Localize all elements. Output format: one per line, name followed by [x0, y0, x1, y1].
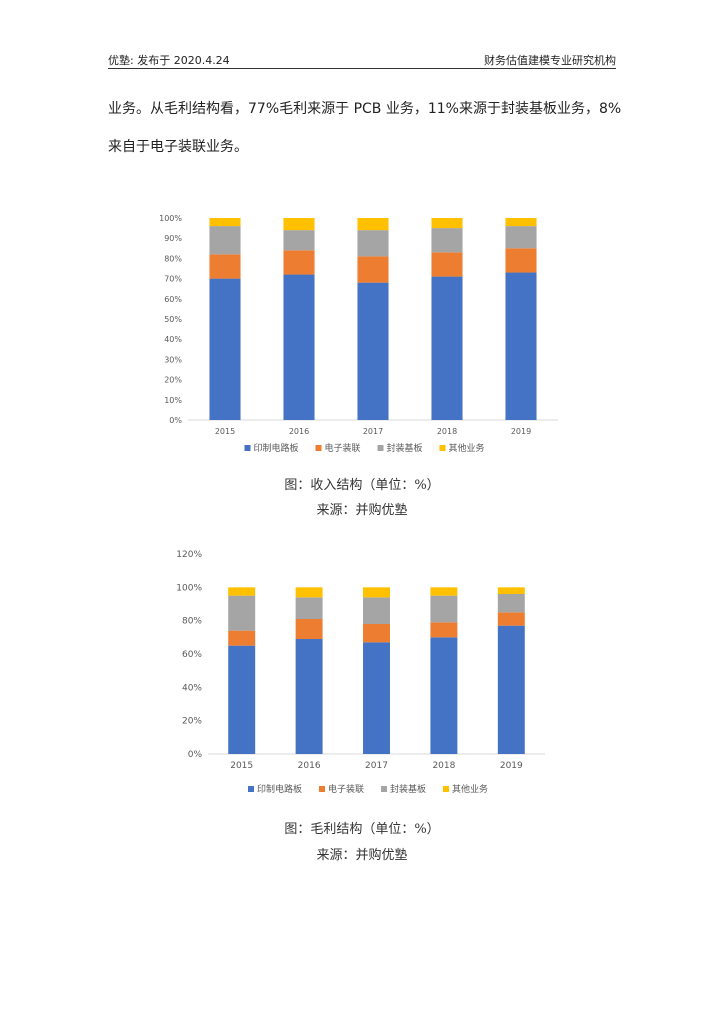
legend-label: 封装基板: [390, 783, 426, 795]
y-tick-label: 120%: [176, 550, 202, 560]
x-tick-label: 2016: [289, 427, 309, 436]
legend-swatch: [315, 445, 322, 451]
chart1-caption-source: 来源：并购优塾: [316, 503, 408, 518]
y-tick-label: 20%: [182, 717, 202, 727]
bar-segment: [430, 587, 458, 596]
legend-label: 电子装联: [325, 442, 361, 454]
bar-segment: [228, 595, 256, 631]
x-tick-label: 2015: [230, 761, 253, 771]
y-tick-label: 0%: [169, 416, 182, 425]
header-divider: [108, 68, 616, 69]
bar-segment: [295, 639, 323, 754]
y-tick-label: 100%: [159, 214, 182, 223]
page-header: 优塾: 发布于 2020.4.24 财务估值建模专业研究机构: [108, 52, 616, 68]
legend-label: 封装基板: [387, 442, 423, 454]
legend-label: 其他业务: [452, 783, 488, 795]
legend-swatch: [381, 786, 387, 792]
body-paragraph-line-2: 来自于电子装联业务。: [108, 139, 248, 155]
bar-segment: [283, 218, 315, 231]
legend-swatch: [443, 786, 449, 792]
header-org-name: 财务估值建模专业研究机构: [484, 54, 616, 67]
chart2-caption-source: 来源：并购优塾: [316, 848, 408, 863]
legend-swatch: [319, 786, 325, 792]
x-tick-label: 2018: [437, 427, 457, 436]
bar-segment: [497, 625, 525, 754]
bar-segment: [430, 637, 458, 754]
y-tick-label: 20%: [164, 376, 182, 385]
legend-label: 其他业务: [449, 442, 485, 454]
bar-segment: [209, 226, 241, 255]
x-tick-label: 2019: [500, 761, 523, 771]
y-tick-label: 50%: [164, 315, 182, 324]
bar-segment: [505, 218, 537, 227]
header-publish-info: 优塾: 发布于 2020.4.24: [108, 54, 230, 67]
revenue-structure-chart: 0% 10% 20% 30% 40% 50% 60% 70% 80% 90% 100% 2015 201…: [159, 214, 558, 454]
y-tick-label: 30%: [164, 355, 182, 364]
y-tick-label: 80%: [164, 254, 182, 263]
y-tick-label: 10%: [164, 396, 182, 405]
bar-segment: [357, 230, 389, 257]
bar-segment: [295, 597, 323, 619]
x-tick-label: 2018: [432, 761, 455, 771]
gross-profit-structure-chart: 0% 20% 40% 60% 80% 100% 120% 2015 2016 2017 2018 20…: [176, 550, 545, 795]
bar-segment: [357, 218, 389, 231]
bar-segment: [363, 624, 390, 643]
bar-segment: [357, 256, 389, 283]
bar-segment: [228, 645, 256, 754]
bar-segment: [295, 587, 323, 598]
y-tick-label: 90%: [164, 234, 182, 243]
x-tick-label: 2019: [511, 427, 531, 436]
bar-segment: [497, 612, 525, 626]
chart2-caption-title: 图：毛利结构（单位：%）: [284, 822, 440, 837]
bar-segment: [431, 252, 463, 277]
bar-segment: [505, 272, 537, 420]
bar-segment: [283, 250, 315, 275]
bar-segment: [430, 595, 458, 623]
y-tick-label: 40%: [164, 335, 182, 344]
bar-segment: [363, 587, 390, 598]
x-tick-label: 2017: [363, 427, 383, 436]
legend-label: 印制电路板: [257, 783, 302, 795]
bar-segment: [283, 230, 315, 251]
y-tick-label: 60%: [164, 295, 182, 304]
y-tick-label: 40%: [182, 683, 202, 693]
bar-segment: [363, 597, 390, 624]
bar-segment: [295, 619, 323, 639]
bar-segment: [431, 276, 463, 420]
bar-segment: [497, 587, 525, 594]
bar-segment: [357, 282, 389, 420]
bar-segment: [497, 594, 525, 613]
legend-swatch: [439, 445, 446, 451]
y-tick-label: 100%: [176, 583, 202, 593]
y-tick-label: 80%: [182, 617, 202, 627]
x-tick-label: 2015: [215, 427, 235, 436]
legend-label: 印制电路板: [254, 442, 299, 454]
bar-segment: [209, 278, 241, 420]
legend-swatch: [248, 786, 254, 792]
bar-segment: [228, 630, 256, 646]
body-paragraph-line-1: 业务。从毛利结构看，77%毛利来源于 PCB 业务，11%来源于封装基板业务，8…: [108, 101, 622, 117]
bar-segment: [431, 218, 463, 229]
bar-segment: [505, 248, 537, 273]
bar-segment: [363, 642, 390, 754]
bar-segment: [228, 587, 256, 596]
legend-swatch: [244, 445, 251, 451]
legend-swatch: [377, 445, 384, 451]
y-tick-label: 0%: [188, 750, 203, 760]
bar-segment: [430, 622, 458, 638]
bar-segment: [431, 228, 463, 253]
y-tick-label: 70%: [164, 275, 182, 284]
bar-segment: [209, 254, 241, 279]
bar-segment: [209, 218, 241, 227]
chart1-caption-title: 图：收入结构（单位：%）: [284, 478, 440, 493]
x-tick-label: 2017: [365, 761, 388, 771]
bar-segment: [505, 226, 537, 249]
y-tick-label: 60%: [182, 650, 202, 660]
x-tick-label: 2016: [298, 761, 321, 771]
legend-label: 电子装联: [328, 783, 364, 795]
bar-segment: [283, 274, 315, 420]
